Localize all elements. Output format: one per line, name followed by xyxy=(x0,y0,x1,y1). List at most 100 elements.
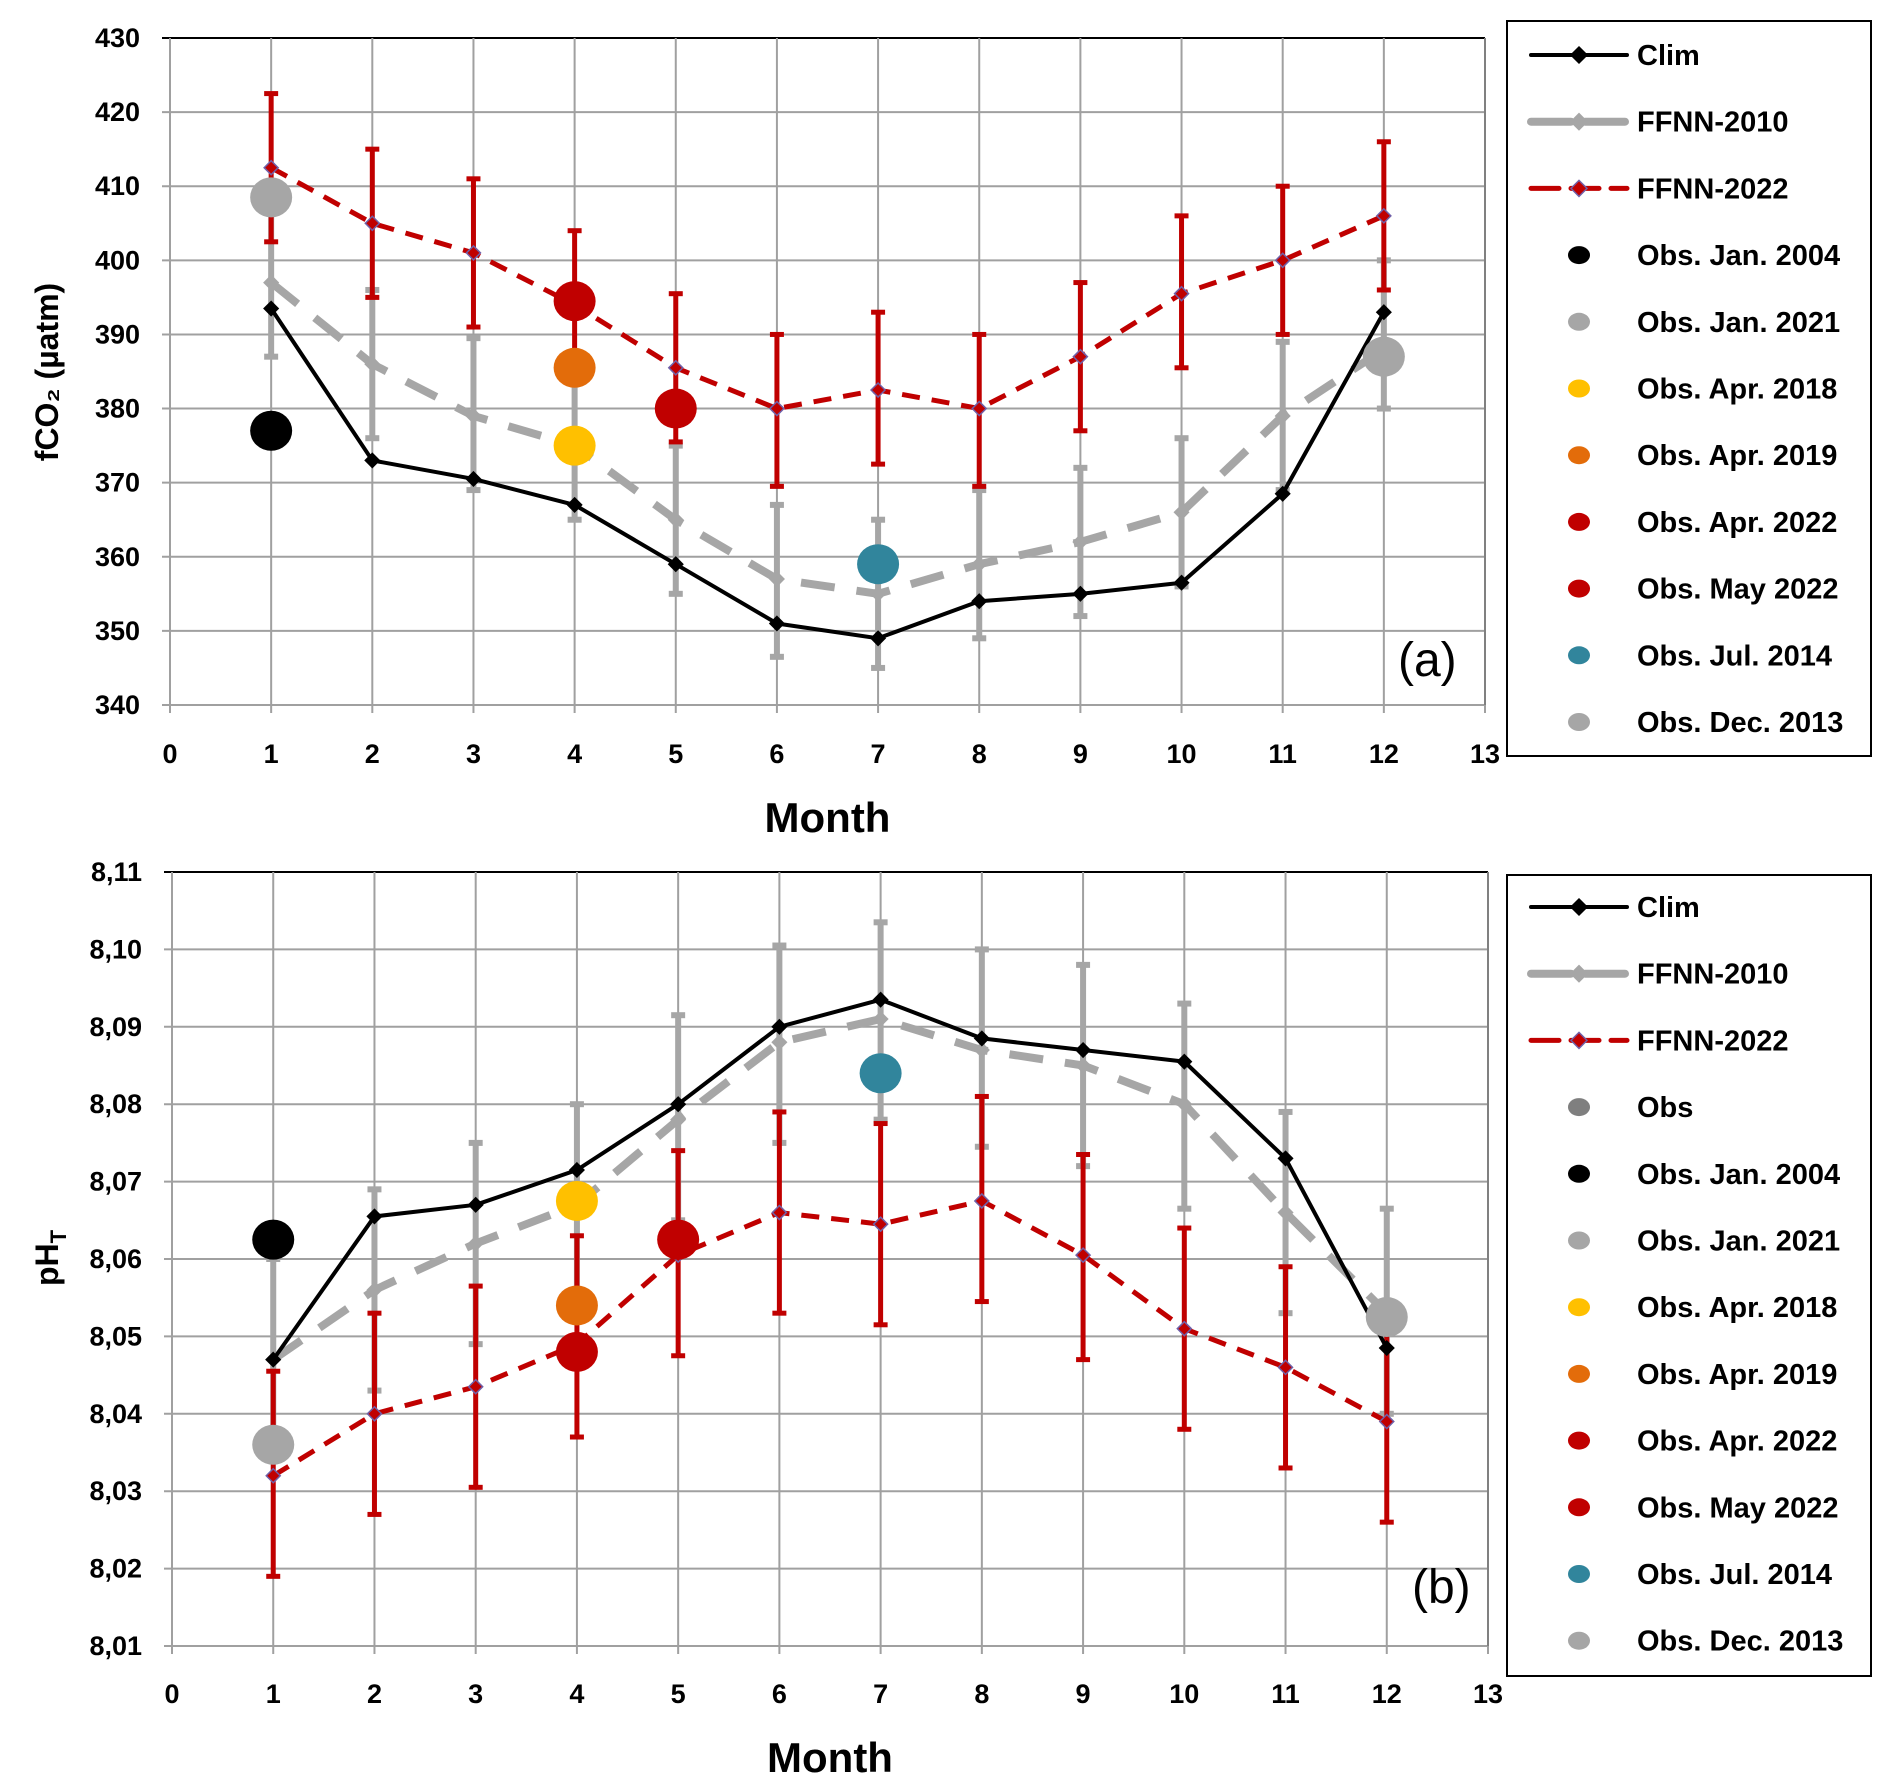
y-tick-label: 8,05 xyxy=(89,1321,142,1351)
legend-dot-swatch xyxy=(1568,1565,1590,1583)
y-axis-title: pHT xyxy=(29,1229,71,1286)
observation-point-obs-apr-2022 xyxy=(553,281,596,322)
chart-panel-b: 8,01 8,02 8,03 8,04 8,05 8,06 8,07 8,08 8,09 8,10… xyxy=(29,857,1872,1781)
y-tick-label: 430 xyxy=(95,23,140,53)
legend-dot-swatch xyxy=(1568,246,1590,265)
y-tick-label: 410 xyxy=(95,171,140,201)
legend-dot-swatch xyxy=(1568,512,1590,531)
legend: Clim FFNN-2010 FFNN-2022 Obs Obs. Jan. 2004 O… xyxy=(1506,874,1872,1677)
panel-label: (a) xyxy=(1398,634,1457,687)
legend-item: Obs. Apr. 2019 xyxy=(1568,440,1837,472)
legend-item: Obs. Jan. 2004 xyxy=(1568,1159,1840,1191)
x-tick-label: 12 xyxy=(1369,739,1399,769)
data-point-ffnn-2010 xyxy=(465,407,482,425)
legend-label: Obs. Jan. 2021 xyxy=(1637,1226,1840,1258)
legend-item: Obs. Apr. 2019 xyxy=(1568,1359,1837,1391)
legend-item: Obs. Apr. 2018 xyxy=(1568,1292,1837,1324)
legend-label: Clim xyxy=(1637,892,1700,924)
y-tick-label: 8,06 xyxy=(89,1244,142,1274)
observation-point-obs-dec-2013 xyxy=(1365,1297,1408,1338)
x-tick-label: 10 xyxy=(1167,739,1197,769)
legend-label: FFNN-2010 xyxy=(1637,959,1789,991)
data-point-ffnn-2022 xyxy=(771,1204,788,1221)
legend-item: Clim xyxy=(1529,892,1700,924)
legend-label: Obs. May 2022 xyxy=(1637,574,1839,606)
data-point-ffnn-2010 xyxy=(667,511,684,528)
x-tick-label: 11 xyxy=(1271,1679,1300,1709)
legend-label: Obs. Apr. 2019 xyxy=(1637,440,1837,472)
y-tick-label: 8,09 xyxy=(89,1012,142,1042)
y-axis-title-subscript: T xyxy=(46,1229,71,1243)
data-point-clim xyxy=(465,470,482,488)
data-point-clim xyxy=(872,991,889,1008)
x-tick-label: 7 xyxy=(871,739,886,769)
x-tick-label: 12 xyxy=(1372,1679,1402,1709)
data-point-ffnn-2022 xyxy=(1072,348,1089,365)
data-point-clim xyxy=(1173,574,1190,591)
data-point-clim xyxy=(1274,485,1291,502)
data-point-ffnn-2022 xyxy=(467,1378,484,1395)
y-tick-label: 370 xyxy=(95,468,140,498)
data-point-ffnn-2010 xyxy=(872,1010,889,1028)
data-point-ffnn-2010 xyxy=(1075,1057,1092,1074)
data-point-clim xyxy=(768,615,785,632)
data-point-clim xyxy=(364,452,381,469)
legend-item: Obs. Dec. 2013 xyxy=(1568,707,1843,739)
x-tick-label: 11 xyxy=(1268,739,1297,769)
y-tick-label: 8,07 xyxy=(89,1167,142,1197)
data-point-ffnn-2010 xyxy=(1274,407,1291,425)
series-line-ffnn-2010 xyxy=(268,279,1387,598)
data-point-ffnn-2010 xyxy=(771,1034,788,1051)
data-point-clim xyxy=(1375,304,1392,321)
y-tick-label: 8,10 xyxy=(89,934,142,964)
y-tick-label: 360 xyxy=(95,542,140,572)
data-point-clim xyxy=(1277,1150,1294,1167)
observation-point-obs-apr-2019 xyxy=(553,347,596,388)
legend-marker-swatch xyxy=(1569,45,1589,65)
data-point-ffnn-2010 xyxy=(870,585,887,602)
x-tick-label: 5 xyxy=(671,1679,686,1709)
legend-label: Obs. Apr. 2022 xyxy=(1637,1426,1837,1458)
y-tick-label: 8,01 xyxy=(89,1631,142,1661)
x-tick-label: 3 xyxy=(466,739,481,769)
y-tick-label: 8,08 xyxy=(89,1089,142,1119)
y-tick-label: 380 xyxy=(95,394,140,424)
observation-point-obs-apr-2018 xyxy=(553,425,596,466)
observation-point-obs-apr-2022 xyxy=(555,1331,598,1372)
legend-label: Obs. Jul. 2014 xyxy=(1637,640,1832,672)
series-line-clim xyxy=(269,307,1386,641)
data-point-ffnn-2022 xyxy=(870,381,887,399)
legend-label: Obs xyxy=(1637,1092,1693,1124)
data-point-ffnn-2022 xyxy=(971,400,988,417)
data-point-ffnn-2010 xyxy=(467,1235,484,1252)
data-point-ffnn-2010 xyxy=(1277,1204,1294,1221)
data-point-ffnn-2022 xyxy=(1176,1320,1193,1337)
observation-point-obs-jul-2014 xyxy=(857,544,900,585)
legend-label: Obs. Jan. 2021 xyxy=(1637,307,1840,339)
series-line-ffnn-2022 xyxy=(269,165,1385,412)
x-tick-label: 6 xyxy=(769,739,784,769)
y-tick-label: 340 xyxy=(95,690,140,720)
data-point-clim xyxy=(971,593,988,610)
legend-label: FFNN-2022 xyxy=(1637,1025,1789,1057)
legend-item: Obs. Jan. 2021 xyxy=(1568,307,1840,339)
x-axis-title: Month xyxy=(767,1734,893,1781)
legend-dot-swatch xyxy=(1568,1498,1590,1517)
y-tick-label: 8,02 xyxy=(89,1554,142,1584)
data-point-ffnn-2010 xyxy=(1176,1096,1193,1113)
legend-marker-swatch xyxy=(1569,112,1589,131)
legend-item: Obs. Apr. 2018 xyxy=(1568,374,1837,406)
legend-label: Clim xyxy=(1637,40,1700,72)
legend-item: Obs. Jan. 2004 xyxy=(1568,240,1840,272)
x-tick-label: 7 xyxy=(873,1679,888,1709)
legend-label: Obs. Dec. 2013 xyxy=(1637,707,1843,739)
x-tick-label: 10 xyxy=(1169,1679,1199,1709)
observation-point-obs-apr-2019 xyxy=(555,1285,598,1326)
data-point-ffnn-2022 xyxy=(263,159,280,176)
data-point-ffnn-2010 xyxy=(364,356,381,373)
legend-dot-swatch xyxy=(1568,446,1590,465)
data-point-ffnn-2022 xyxy=(364,215,381,232)
data-point-ffnn-2022 xyxy=(1277,1359,1294,1376)
x-tick-label: 5 xyxy=(668,739,683,769)
legend-dot-swatch xyxy=(1568,713,1590,731)
